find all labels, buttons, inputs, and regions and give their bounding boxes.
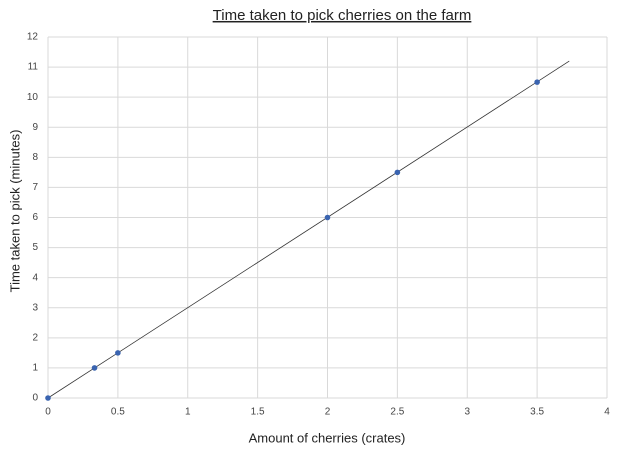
data-point <box>91 365 98 371</box>
chart-title: Time taken to pick cherries on the farm <box>213 7 472 24</box>
x-axis-label: Amount of cherries (crates) <box>249 430 406 445</box>
y-tick-label: 11 <box>28 62 39 73</box>
y-tick-label: 5 <box>32 242 38 253</box>
y-tick-label: 7 <box>32 182 38 193</box>
x-tick-label: 1.5 <box>251 407 265 418</box>
x-tick-label: 1 <box>185 407 191 418</box>
y-tick-label: 8 <box>32 152 38 163</box>
y-tick-label: 4 <box>32 272 38 283</box>
x-tick-label: 0 <box>45 407 51 418</box>
data-point <box>45 395 51 401</box>
y-tick-label: 1 <box>32 363 38 374</box>
data-point <box>534 79 540 85</box>
data-point <box>115 350 121 356</box>
y-tick-label: 0 <box>32 393 38 404</box>
x-tick-label: 3.5 <box>530 407 544 418</box>
x-tick-label: 2.5 <box>390 407 404 418</box>
y-tick-label: 3 <box>32 302 38 313</box>
x-tick-label: 0.5 <box>111 407 125 418</box>
data-point <box>394 169 401 176</box>
x-tick-label: 3 <box>464 407 470 418</box>
x-tick-label: 2 <box>325 407 331 418</box>
y-tick-label: 9 <box>32 122 38 133</box>
trend-line <box>47 60 570 399</box>
y-tick-label: 10 <box>27 92 39 103</box>
x-tick-label: 4 <box>604 407 610 418</box>
data-point <box>324 214 331 221</box>
y-tick-label: 12 <box>27 32 39 43</box>
y-axis-label: Time taken to pick (minutes) <box>7 130 22 293</box>
y-tick-label: 6 <box>32 212 38 223</box>
y-tick-label: 2 <box>32 332 38 343</box>
